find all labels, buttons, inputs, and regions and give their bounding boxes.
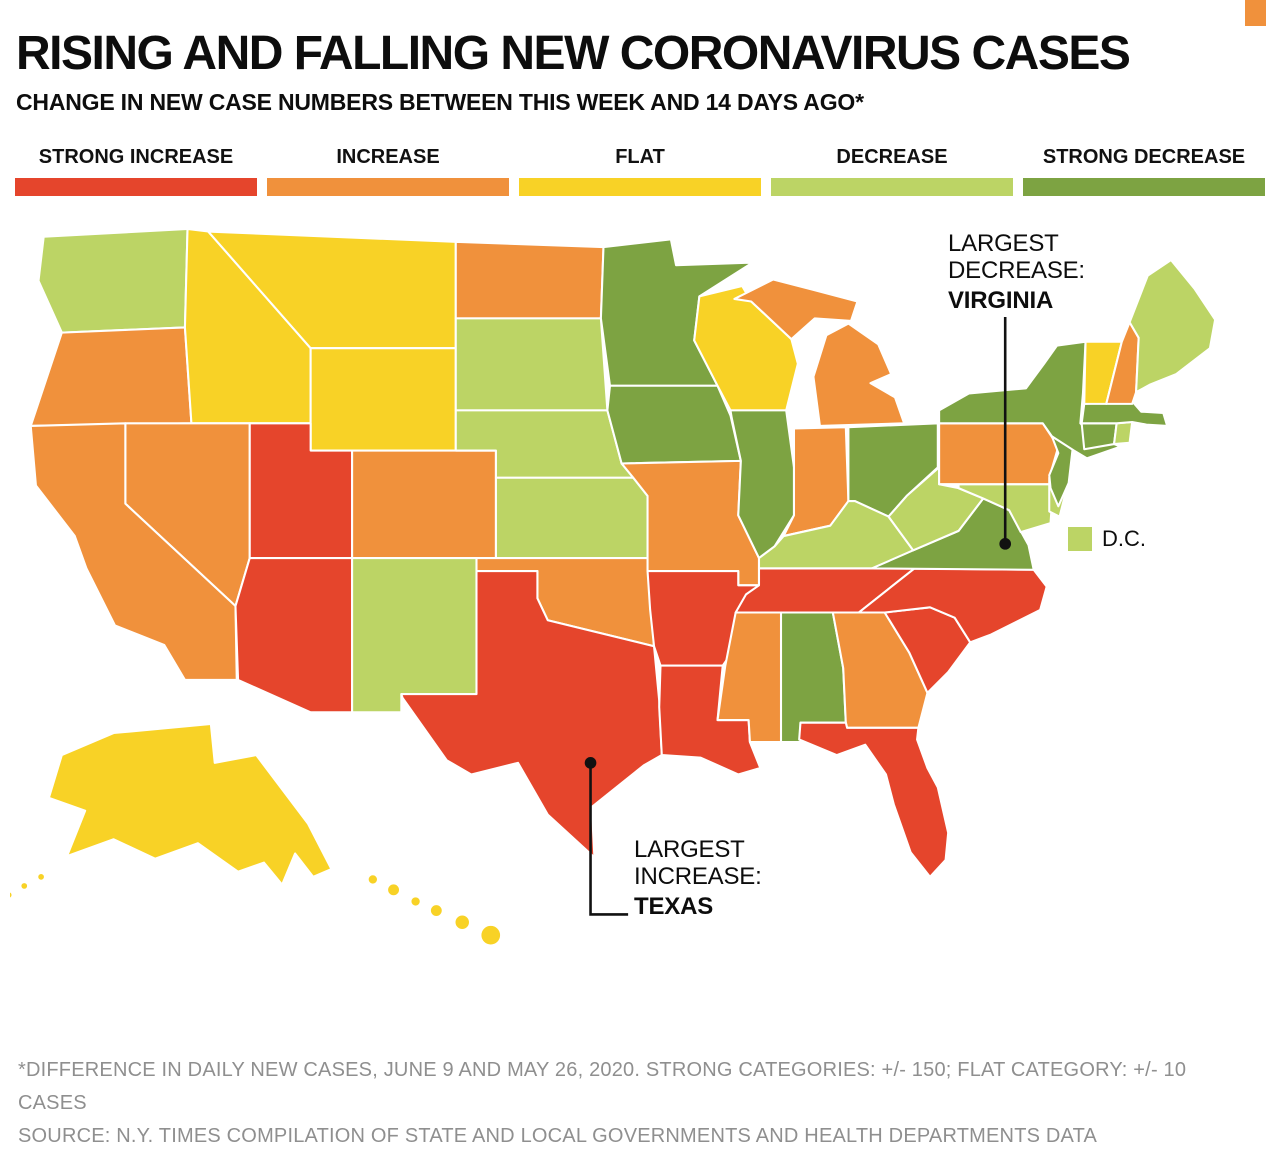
legend-swatch-strong-decrease <box>1023 177 1265 196</box>
annotation-largest-decrease: LARGEST DECREASE: VIRGINIA <box>948 230 1085 314</box>
annotation-largest-increase: LARGEST INCREASE: TEXAS <box>634 836 762 920</box>
annotation-line-texas <box>589 767 629 916</box>
legend-swatch-decrease <box>771 177 1013 196</box>
state-ia <box>606 384 742 465</box>
state-ak-island <box>19 880 30 891</box>
state-hi-island <box>479 923 503 947</box>
annotation-dot-texas <box>584 756 597 769</box>
state-ks <box>494 476 649 560</box>
state-hi-island <box>428 902 444 919</box>
state-wy <box>309 347 457 452</box>
dc-swatch <box>1068 526 1092 551</box>
footnote: *DIFFERENCE IN DAILY NEW CASES, JUNE 9 A… <box>18 1054 1260 1149</box>
annotation-text: INCREASE: <box>634 863 762 891</box>
legend-swatch-flat <box>519 177 761 196</box>
legend-item-strong-increase: STRONG INCREASE <box>15 146 257 196</box>
legend-item-increase: INCREASE <box>267 146 509 196</box>
source-line: SOURCE: N.Y. TIMES COMPILATION OF STATE … <box>18 1124 1098 1147</box>
state-sd <box>454 317 609 412</box>
state-ak-island <box>10 890 14 900</box>
state-ri <box>1113 420 1134 446</box>
state-pa <box>938 422 1060 486</box>
legend-label: DECREASE <box>836 145 948 168</box>
state-hi-island <box>409 895 422 908</box>
annotation-text: LARGEST <box>948 229 1059 257</box>
annotation-text: DECREASE: <box>948 257 1085 285</box>
state-fl <box>798 721 950 878</box>
state-ak-island <box>36 871 47 882</box>
legend-label: STRONG DECREASE <box>1042 145 1246 168</box>
annotation-state-name: TEXAS <box>634 892 714 920</box>
state-az <box>234 556 354 714</box>
annotation-text: LARGEST <box>634 835 745 863</box>
legend-swatch-increase <box>267 177 509 196</box>
state-wa <box>37 227 189 334</box>
state-nj <box>1048 435 1074 508</box>
state-nd <box>454 240 605 320</box>
state-mi <box>733 278 906 427</box>
legend-item-decrease: DECREASE <box>771 146 1013 196</box>
state-nm <box>351 556 478 714</box>
footnote-line: *DIFFERENCE IN DAILY NEW CASES, JUNE 9 A… <box>18 1058 1187 1114</box>
page-subtitle: CHANGE IN NEW CASE NUMBERS BETWEEN THIS … <box>16 88 864 115</box>
header: RISING AND FALLING NEW CORONAVIRUS CASES… <box>0 0 1280 116</box>
legend-label: STRONG INCREASE <box>38 145 234 168</box>
legend-swatch-strong-increase <box>15 177 257 196</box>
dc-legend: D.C. <box>1068 526 1146 552</box>
state-me <box>1128 258 1217 394</box>
state-ca <box>29 422 238 681</box>
state-nc <box>857 567 1048 644</box>
us-choropleth-map <box>10 227 1217 947</box>
page-title: RISING AND FALLING NEW CORONAVIRUS CASES <box>16 27 1131 80</box>
dc-label: D.C. <box>1102 525 1146 551</box>
annotation-dot-virginia <box>999 537 1012 550</box>
legend-item-strong-decrease: STRONG DECREASE <box>1023 146 1265 196</box>
legend: STRONG INCREASE INCREASE FLAT DECREASE S… <box>15 146 1265 196</box>
state-hi-island <box>366 873 380 886</box>
legend-label: FLAT <box>615 145 665 168</box>
state-or <box>29 326 193 427</box>
state-ma <box>1080 400 1169 427</box>
state-ny <box>938 340 1122 460</box>
annotation-state-name: VIRGINIA <box>948 286 1054 314</box>
state-ak <box>47 722 333 886</box>
brand-corner-tab <box>1245 0 1266 26</box>
legend-label: INCREASE <box>336 145 440 168</box>
state-ct <box>1080 422 1118 451</box>
state-hi-island <box>453 913 472 931</box>
state-hi-island <box>386 882 402 898</box>
map-area: LARGEST DECREASE: VIRGINIA LARGEST INCRE… <box>0 208 1280 1008</box>
state-co <box>351 449 497 560</box>
state-tx <box>400 569 663 859</box>
legend-item-flat: FLAT <box>519 146 761 196</box>
